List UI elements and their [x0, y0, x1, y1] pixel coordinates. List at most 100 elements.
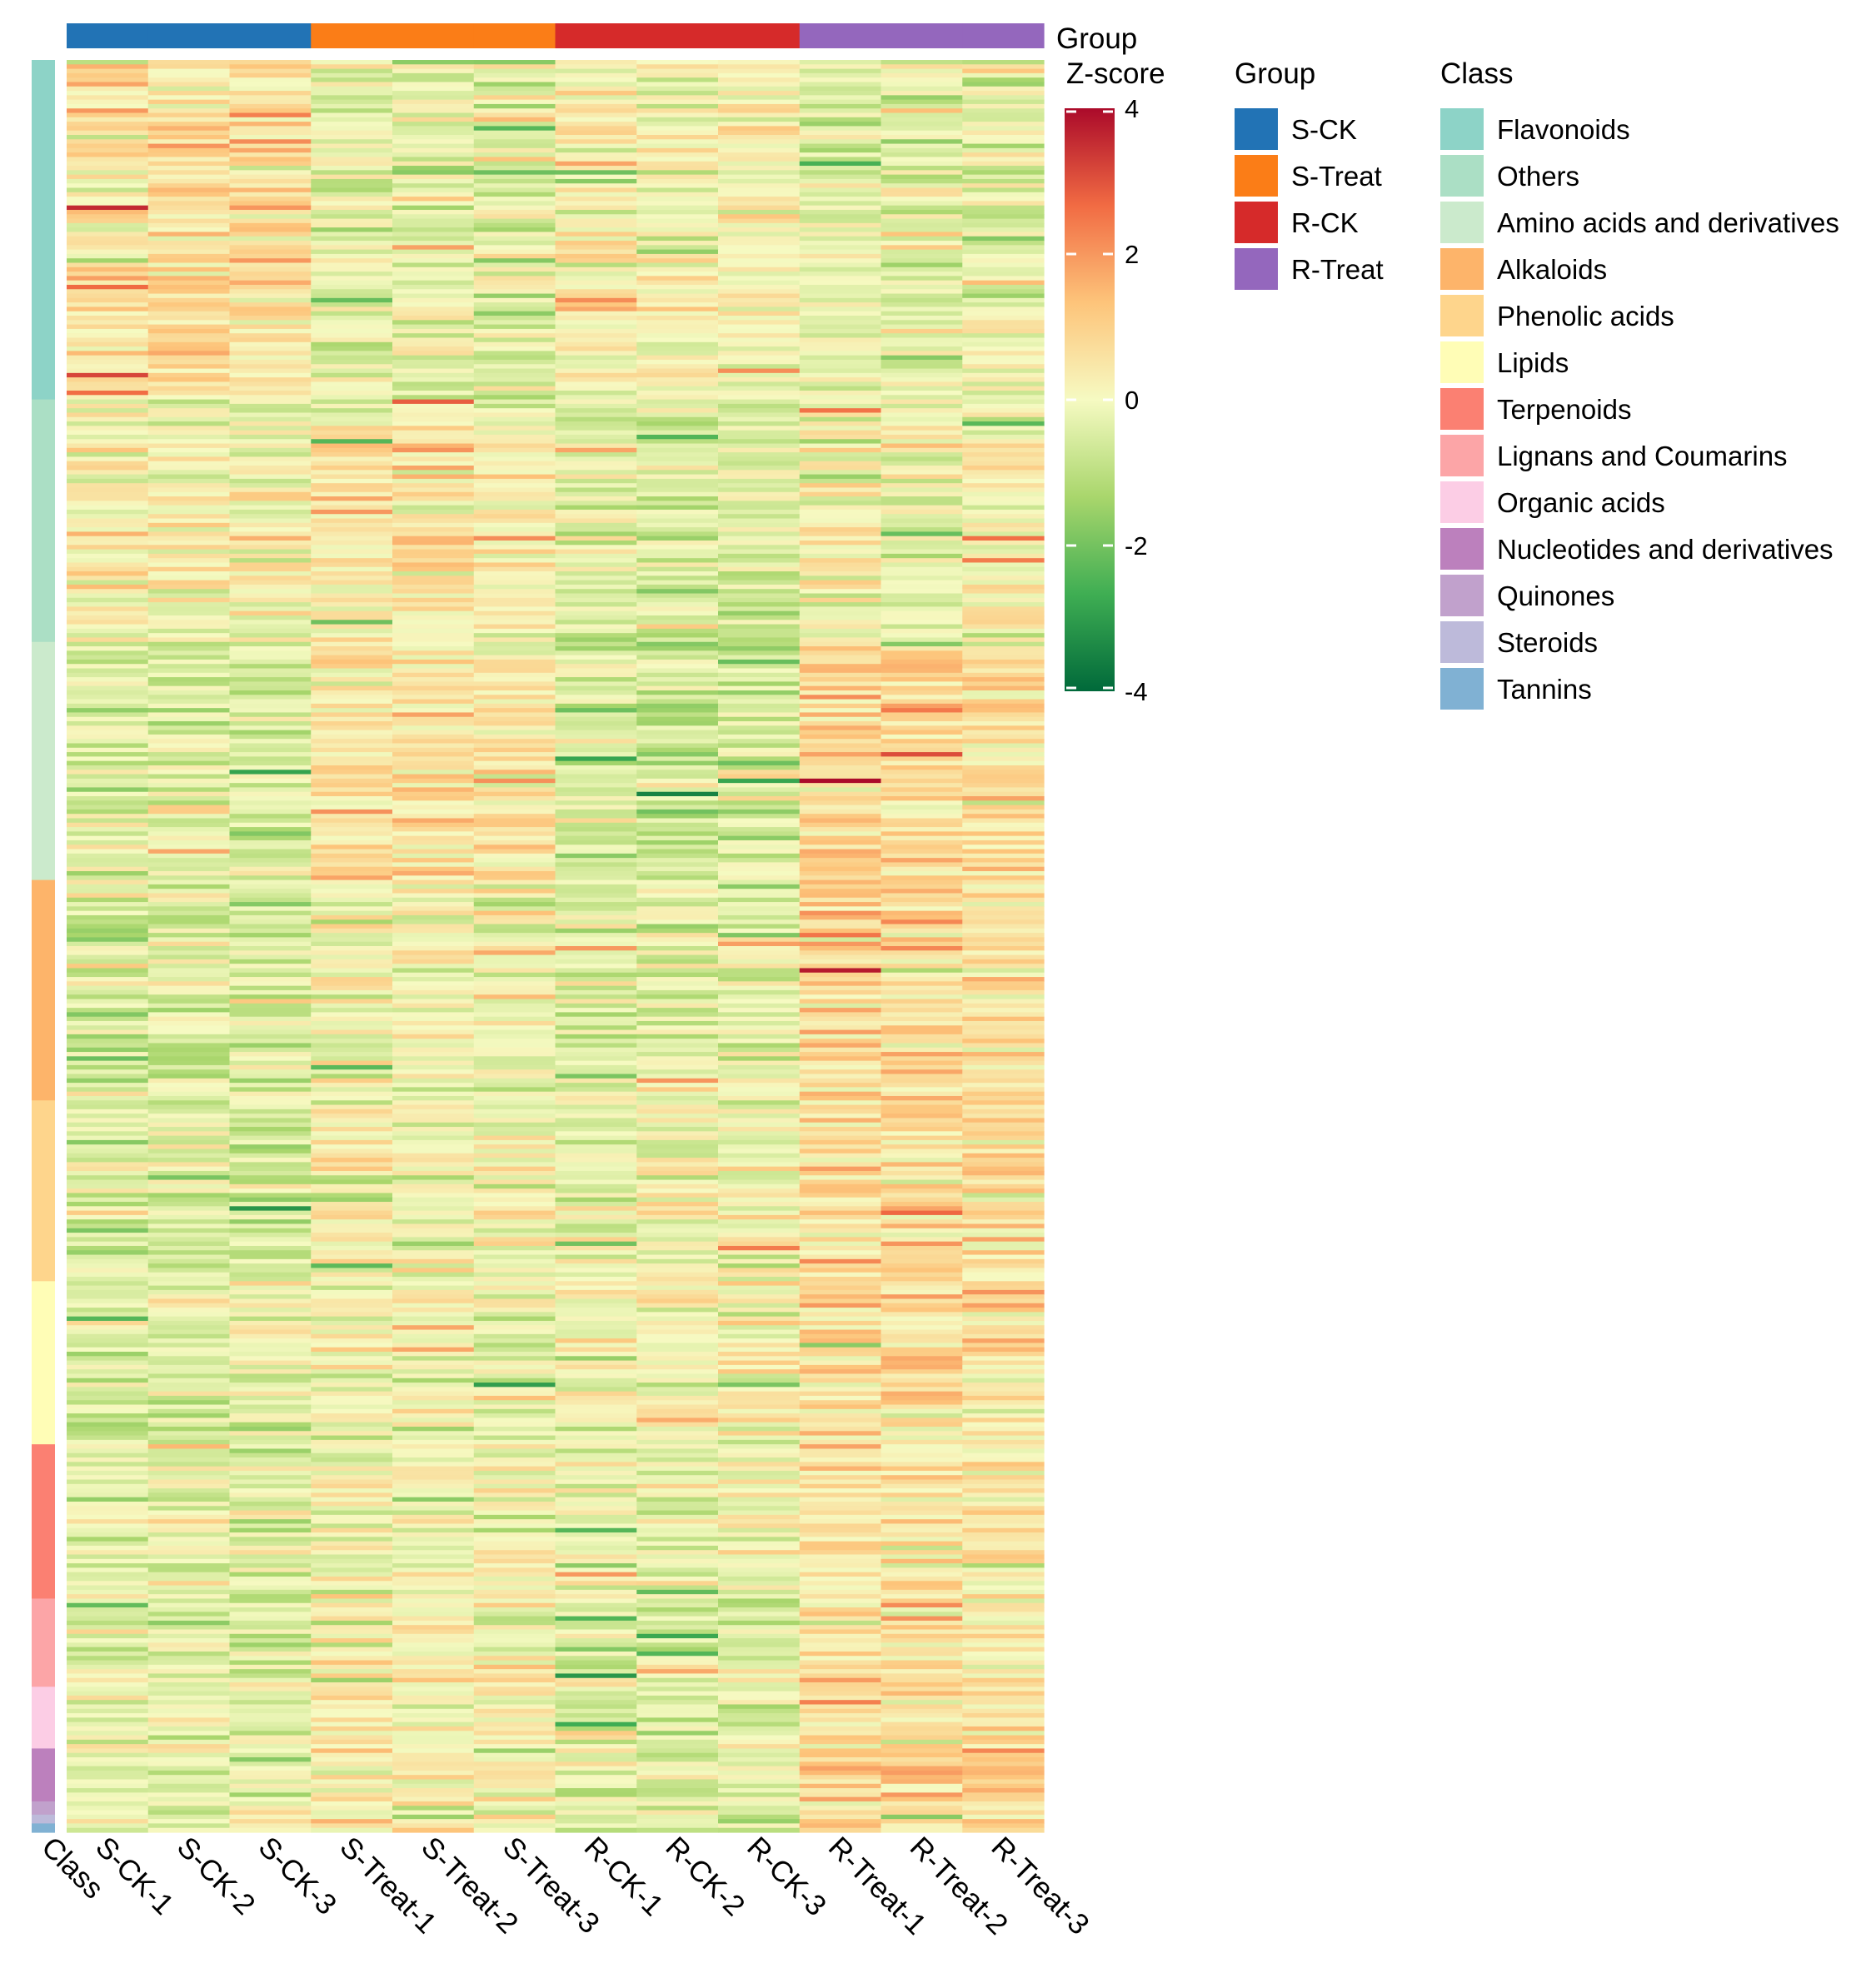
- heatmap-cell: [881, 1091, 963, 1097]
- heatmap-cell: [229, 1308, 312, 1313]
- heatmap-cell: [881, 461, 963, 466]
- heatmap-cell: [311, 950, 393, 956]
- heatmap-cell: [311, 1651, 393, 1657]
- heatmap-cell: [962, 571, 1045, 576]
- heatmap-cell: [555, 346, 637, 351]
- heatmap-cell: [311, 1554, 393, 1560]
- heatmap-cell: [555, 1532, 637, 1537]
- heatmap-cell: [962, 1003, 1045, 1009]
- heatmap-cell: [311, 928, 393, 934]
- heatmap-cell: [473, 82, 556, 87]
- heatmap-cell: [473, 1457, 556, 1462]
- heatmap-cell: [473, 889, 556, 894]
- heatmap-cell: [311, 954, 393, 960]
- heatmap-cell: [229, 853, 312, 859]
- heatmap-cell: [962, 928, 1045, 934]
- heatmap-cell: [473, 1356, 556, 1362]
- heatmap-cell: [962, 1162, 1045, 1168]
- heatmap-cell: [636, 514, 719, 520]
- heatmap-cell: [799, 981, 882, 987]
- heatmap-cell: [67, 1717, 149, 1723]
- heatmap-cell: [718, 831, 801, 837]
- heatmap-cell: [229, 1285, 312, 1291]
- heatmap-cell: [229, 280, 312, 286]
- heatmap-cell: [392, 1338, 475, 1344]
- heatmap-cell: [392, 1408, 475, 1414]
- heatmap-cell: [473, 1148, 556, 1154]
- heatmap-cell: [962, 1422, 1045, 1427]
- heatmap-cell: [799, 262, 882, 268]
- heatmap-cell: [962, 1329, 1045, 1335]
- heatmap-cell: [962, 214, 1045, 220]
- heatmap-cell: [311, 249, 393, 255]
- heatmap-cell: [147, 695, 231, 700]
- heatmap-cell: [718, 959, 801, 964]
- heatmap-cell: [392, 1766, 475, 1771]
- heatmap-cell: [229, 122, 312, 127]
- heatmap-cell: [636, 478, 719, 484]
- heatmap-cell: [962, 941, 1045, 947]
- heatmap-cell: [392, 1223, 475, 1229]
- heatmap-cell: [636, 174, 719, 180]
- heatmap-cell: [962, 293, 1045, 299]
- heatmap-cell: [555, 227, 637, 233]
- heatmap-cell: [636, 302, 719, 308]
- heatmap-cell: [473, 893, 556, 899]
- heatmap-cell: [799, 1285, 882, 1291]
- heatmap-cell: [718, 201, 801, 207]
- heatmap-cell: [799, 1466, 882, 1472]
- heatmap-cell: [555, 1153, 637, 1158]
- heatmap-cell: [392, 302, 475, 308]
- heatmap-cell: [718, 783, 801, 789]
- heatmap-cell: [799, 1541, 882, 1547]
- heatmap-cell: [229, 712, 312, 718]
- heatmap-cell: [962, 1444, 1045, 1450]
- heatmap-cell: [473, 258, 556, 264]
- heatmap-cell: [555, 466, 637, 471]
- heatmap-cell: [962, 192, 1045, 197]
- heatmap-cell: [229, 924, 312, 929]
- group-legend-swatch: [1235, 108, 1278, 150]
- heatmap-cell: [881, 610, 963, 616]
- heatmap-cell: [311, 1563, 393, 1568]
- heatmap-cell: [799, 1721, 882, 1727]
- heatmap-cell: [67, 1404, 149, 1410]
- heatmap-cell: [881, 879, 963, 885]
- heatmap-cell: [636, 1083, 719, 1088]
- heatmap-cell: [555, 545, 637, 551]
- group-legend-label: S-Treat: [1291, 161, 1382, 192]
- heatmap-cell: [881, 1602, 963, 1608]
- heatmap-cell: [799, 86, 882, 92]
- heatmap-cell: [555, 355, 637, 361]
- heatmap-cell: [555, 725, 637, 731]
- heatmap-cell: [718, 845, 801, 850]
- heatmap-cell: [799, 1188, 882, 1194]
- heatmap-cell: [473, 1020, 556, 1026]
- heatmap-cell: [636, 1241, 719, 1247]
- heatmap-cell: [147, 201, 231, 207]
- heatmap-cell: [799, 1114, 882, 1119]
- heatmap-cell: [67, 487, 149, 493]
- heatmap-cell: [881, 143, 963, 149]
- heatmap-cell: [311, 1104, 393, 1110]
- heatmap-cell: [147, 1250, 231, 1256]
- heatmap-cell: [799, 875, 882, 881]
- heatmap-cell: [311, 1364, 393, 1370]
- heatmap-cell: [67, 249, 149, 255]
- heatmap-cell: [473, 862, 556, 868]
- heatmap-cell: [636, 324, 719, 330]
- heatmap-cell: [636, 946, 719, 951]
- heatmap-cell: [555, 950, 637, 956]
- heatmap-cell: [555, 1748, 637, 1754]
- heatmap-cell: [555, 602, 637, 607]
- heatmap-cell: [392, 1373, 475, 1379]
- heatmap-cell: [636, 536, 719, 541]
- heatmap-cell: [311, 1633, 393, 1639]
- heatmap-cell: [962, 968, 1045, 974]
- heatmap-cell: [962, 1245, 1045, 1251]
- heatmap-cell: [555, 1691, 637, 1697]
- heatmap-cell: [881, 1594, 963, 1600]
- heatmap-cell: [147, 346, 231, 351]
- heatmap-cell: [67, 1488, 149, 1493]
- heatmap-cell: [718, 994, 801, 1000]
